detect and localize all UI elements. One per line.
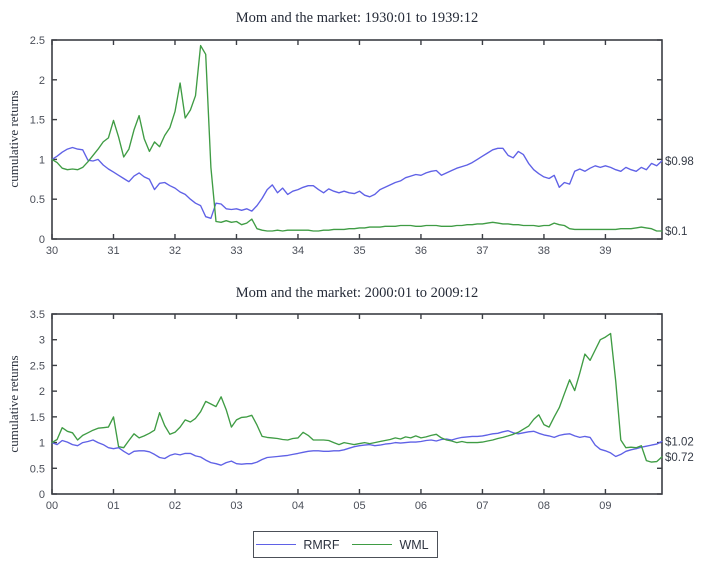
- x-tick-label: 38: [538, 245, 550, 257]
- series-line-wml-0: [51, 44, 663, 232]
- end-value-label-rmrf-0: $0.98: [665, 156, 694, 168]
- axis-frame: [51, 313, 663, 495]
- y-tick-label: 2: [39, 386, 45, 398]
- chart-title-2000s: Mom and the market: 2000:01 to 2009:12: [235, 285, 479, 301]
- x-tick-label: 36: [415, 245, 427, 257]
- axis-frame: [51, 39, 663, 240]
- series-line-rmrf-1: [51, 430, 663, 466]
- chart-title-1930s: Mom and the market: 1930:01 to 1939:12: [235, 10, 479, 26]
- end-value-label-wml-1: $0.72: [665, 452, 694, 464]
- y-tick-label: 3.5: [30, 309, 45, 321]
- x-tick-label: 32: [169, 245, 181, 257]
- legend-line-rmrf: [256, 544, 297, 545]
- end-value-label-rmrf-1: $1.02: [665, 437, 694, 449]
- x-tick-label: 35: [353, 245, 365, 257]
- y-tick-label: 1.5: [30, 412, 45, 424]
- x-tick-label: 33: [230, 245, 242, 257]
- legend-label-rmrf: RMRF: [303, 537, 340, 552]
- y-tick-label: 1: [39, 154, 45, 166]
- x-tick-label: 07: [476, 500, 488, 512]
- x-tick-label: 00: [46, 500, 58, 512]
- x-tick-label: 01: [107, 500, 119, 512]
- x-tick-label: 30: [46, 245, 58, 257]
- series-line-wml-1: [51, 332, 663, 463]
- x-tick-label: 06: [415, 500, 427, 512]
- plot-area-1: 00 01 02 03 04 05 06 07 08 09 0 0.5 1 1.5 2 2.5 3 3.5 $1.0…: [30, 309, 694, 512]
- x-tick-label: 04: [292, 500, 304, 512]
- x-tick-label: 39: [599, 245, 611, 257]
- y-tick-label: 2: [39, 75, 45, 87]
- x-tick-label: 05: [353, 500, 365, 512]
- x-tick-label: 02: [169, 500, 181, 512]
- x-tick-label: 34: [292, 245, 304, 257]
- end-value-label-wml-0: $0.1: [665, 226, 687, 238]
- y-tick-label: 2.5: [30, 360, 45, 372]
- series-line-rmrf-0: [51, 146, 663, 219]
- x-tick-label: 03: [230, 500, 242, 512]
- y-tick-label: 0: [39, 489, 45, 501]
- y-tick-label: 1: [39, 438, 45, 450]
- legend-label-wml: WML: [399, 537, 429, 552]
- y-tick-label: 0.5: [30, 463, 45, 475]
- x-tick-label: 37: [476, 245, 488, 257]
- x-tick-label: 31: [107, 245, 119, 257]
- x-tick-label: 08: [538, 500, 550, 512]
- y-tick-label: 2.5: [30, 35, 45, 47]
- legend: RMRF WML: [253, 531, 438, 558]
- x-tick-label: 09: [599, 500, 611, 512]
- y-tick-label: 0: [39, 234, 45, 246]
- y-tick-label: 0.5: [30, 194, 45, 206]
- plot-area-0: 30 31 32 33 34 35 36 37 38 39 0 0.5 1 1.5 2 2.5 $0.98 $0.…: [30, 35, 694, 257]
- y-tick-label: 1.5: [30, 115, 45, 127]
- legend-line-wml: [352, 544, 393, 545]
- y-tick-label: 3: [39, 335, 45, 347]
